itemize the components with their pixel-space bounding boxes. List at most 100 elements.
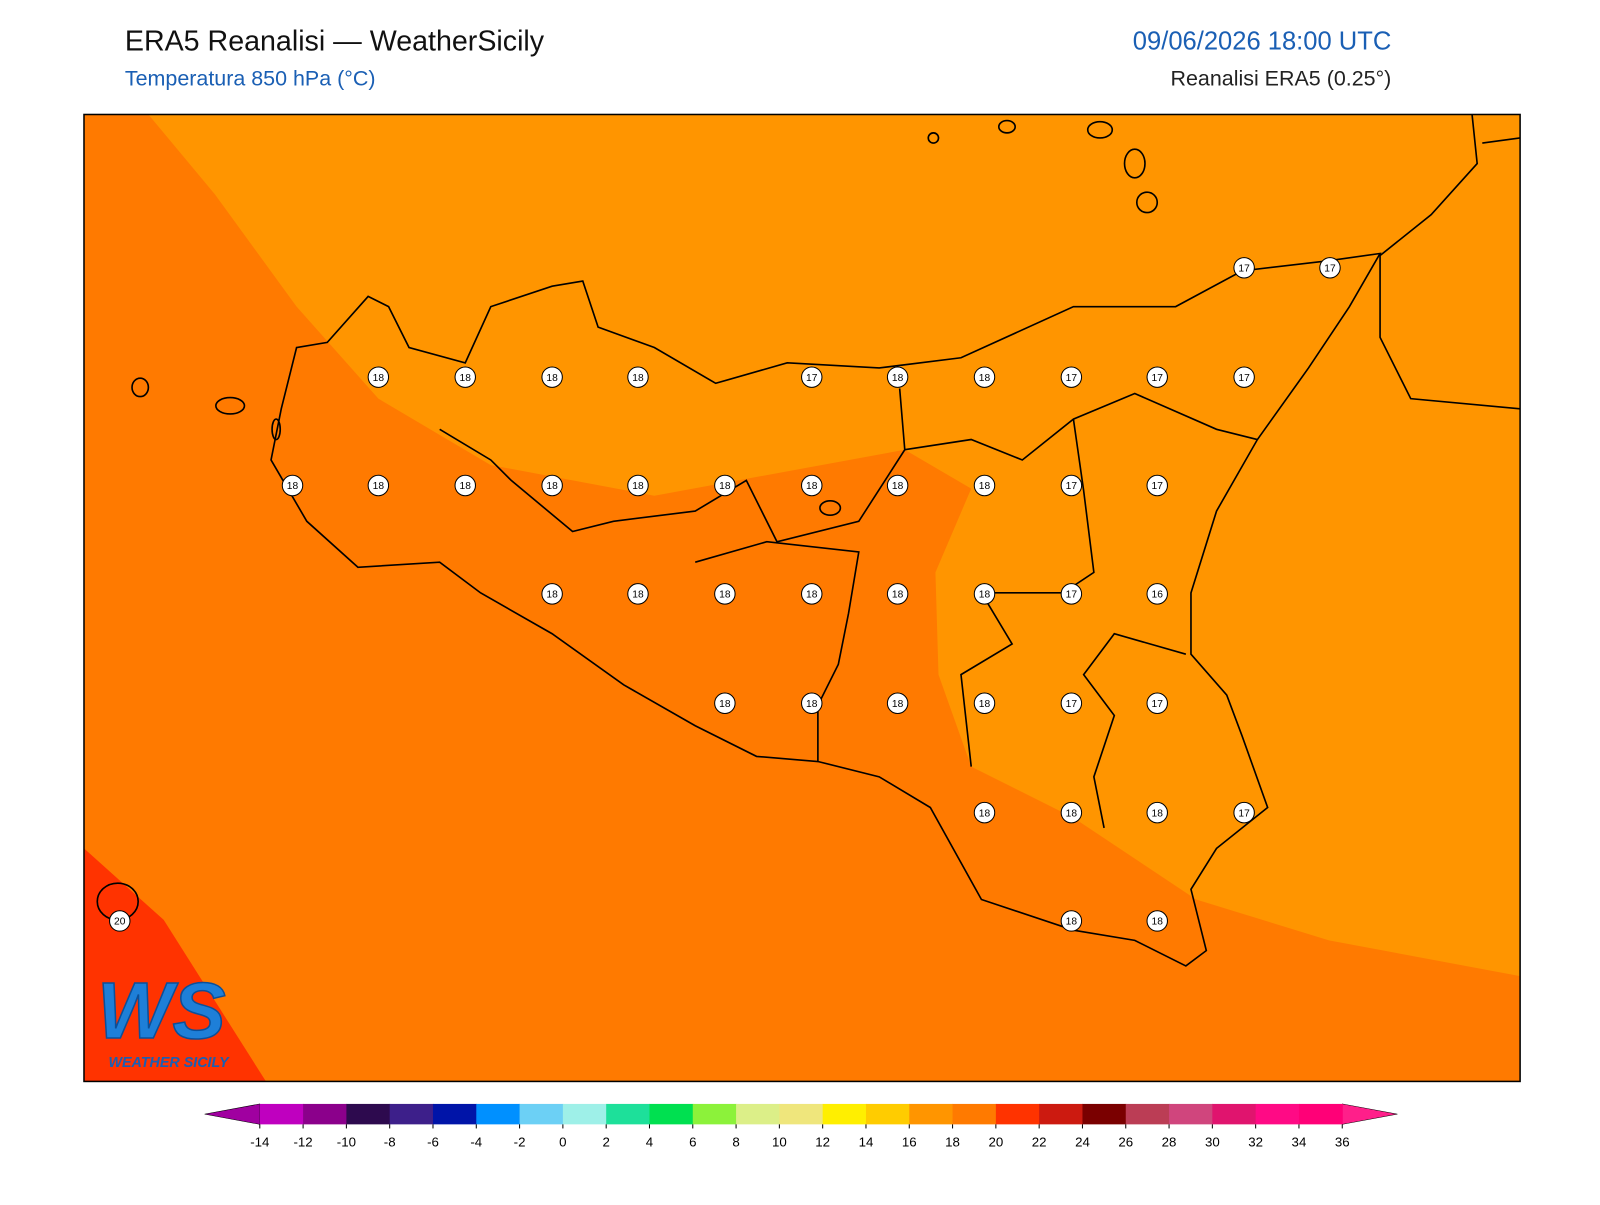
colorbar-bin — [1125, 1103, 1170, 1125]
map-frame — [83, 113, 1521, 1083]
field-16-18 — [148, 114, 1521, 977]
colorbar-bin — [649, 1103, 694, 1125]
colorbar-bin — [909, 1103, 954, 1125]
point-label: 18 — [979, 699, 991, 710]
point-label: 18 — [632, 481, 644, 492]
point-marker — [541, 583, 563, 605]
point-marker — [973, 366, 996, 388]
colorbar-bin — [1169, 1103, 1213, 1125]
point-marker — [714, 692, 736, 714]
colorbar-tick-label: 22 — [1032, 1134, 1047, 1149]
point-marker — [1060, 474, 1083, 497]
point-label: 18 — [979, 373, 991, 384]
point-label: 18 — [892, 590, 904, 601]
point-marker — [541, 366, 563, 388]
colorbar-bin — [1298, 1103, 1343, 1125]
colorbar-bin — [562, 1103, 607, 1125]
colorbar-bin — [865, 1103, 910, 1125]
point-label: 17 — [1324, 264, 1336, 275]
point-label: 17 — [1066, 699, 1078, 710]
point-marker — [973, 474, 996, 497]
map: 18 18 18 18 17 18 18 17 17 17 17 17 18 18 18 18 18 18 18 18… — [83, 113, 1521, 1083]
logo-mark: WS — [97, 966, 225, 1055]
colorbar-bin — [346, 1103, 391, 1125]
colorbar-tick-label: -8 — [384, 1134, 396, 1149]
point-label: 18 — [373, 481, 385, 492]
colorbar-bin — [995, 1103, 1040, 1125]
colorbar-over — [1341, 1103, 1398, 1125]
point-marker — [714, 583, 736, 605]
colorbar-tick-label: 2 — [602, 1134, 609, 1149]
point-marker — [367, 474, 390, 497]
point-label: 18 — [979, 481, 991, 492]
source: Reanalisi ERA5 (0.25°) — [1170, 66, 1391, 90]
colorbar-bin — [432, 1103, 477, 1125]
colorbar: -14 -12 -10 -8 -6 -4 -2 0 2 4 6 8 10 12 14 16 18 20 22 24 26… — [204, 1103, 1398, 1149]
point-label: 18 — [287, 481, 299, 492]
point-marker — [801, 583, 823, 605]
point-label: 18 — [373, 373, 385, 384]
point-label: 18 — [546, 590, 558, 601]
point-marker — [454, 366, 476, 388]
point-label: 17 — [1066, 590, 1078, 601]
point-label: 18 — [719, 481, 731, 492]
colorbar-bin — [822, 1103, 867, 1125]
colorbar-tick-label: -14 — [250, 1134, 269, 1149]
point-label: 17 — [806, 373, 818, 384]
point-label: 17 — [1066, 481, 1078, 492]
point-label: 20 — [114, 917, 126, 928]
colorbar-bin — [476, 1103, 521, 1125]
point-marker — [1146, 801, 1168, 824]
point-label: 16 — [1152, 590, 1164, 601]
colorbar-tick-label: -4 — [470, 1134, 482, 1149]
point-marker — [627, 474, 649, 497]
colorbar-bin — [259, 1103, 304, 1125]
colorbar-under — [204, 1103, 261, 1125]
point-label: 18 — [719, 590, 731, 601]
point-label: 17 — [1152, 699, 1164, 710]
colorbar-tick-label: 0 — [559, 1134, 566, 1149]
field-20-22 — [83, 848, 266, 1082]
point-label: 18 — [1066, 808, 1078, 819]
point-marker — [454, 474, 476, 497]
datetime: 09/06/2026 18:00 UTC — [1133, 28, 1392, 56]
point-marker — [1146, 366, 1168, 388]
colorbar-bin — [1039, 1103, 1083, 1125]
subtitle: Temperatura 850 hPa (°C) — [125, 66, 376, 90]
colorbar-bin — [303, 1103, 347, 1125]
colorbar-tick-label: 18 — [945, 1134, 960, 1149]
point-marker — [1060, 366, 1083, 388]
point-marker — [1060, 801, 1083, 824]
point-label: 18 — [632, 590, 644, 601]
colorbar-tick-label: 4 — [646, 1134, 653, 1149]
colorbar-tick-label: 16 — [902, 1134, 917, 1149]
point-marker — [973, 801, 996, 824]
point-marker — [109, 910, 131, 932]
point-marker — [1146, 910, 1168, 932]
point-label: 18 — [546, 481, 558, 492]
colorbar-tick-label: 26 — [1118, 1134, 1133, 1149]
point-marker — [1233, 366, 1255, 388]
point-marker — [627, 583, 649, 605]
point-label: 18 — [1152, 917, 1164, 928]
point-marker — [973, 692, 996, 714]
point-label: 18 — [460, 481, 472, 492]
point-marker — [281, 474, 304, 497]
logo: WS WEATHER SICILY — [97, 965, 231, 1071]
logo-name: WEATHER SICILY — [109, 1055, 231, 1071]
point-marker — [801, 692, 823, 714]
colorbar-tick-label: 8 — [732, 1134, 739, 1149]
point-marker — [1146, 692, 1168, 714]
point-marker — [886, 366, 909, 388]
point-marker — [1060, 583, 1083, 605]
point-marker — [367, 366, 390, 388]
colorbar-bin — [389, 1103, 434, 1125]
colorbar-tick-label: 28 — [1162, 1134, 1177, 1149]
point-marker — [1060, 910, 1083, 932]
point-label: 18 — [806, 699, 818, 710]
colorbar-bin — [606, 1103, 650, 1125]
colorbar-tick-label: 14 — [859, 1134, 874, 1149]
point-marker — [886, 474, 909, 497]
colorbar-tick-label: 24 — [1075, 1134, 1090, 1149]
